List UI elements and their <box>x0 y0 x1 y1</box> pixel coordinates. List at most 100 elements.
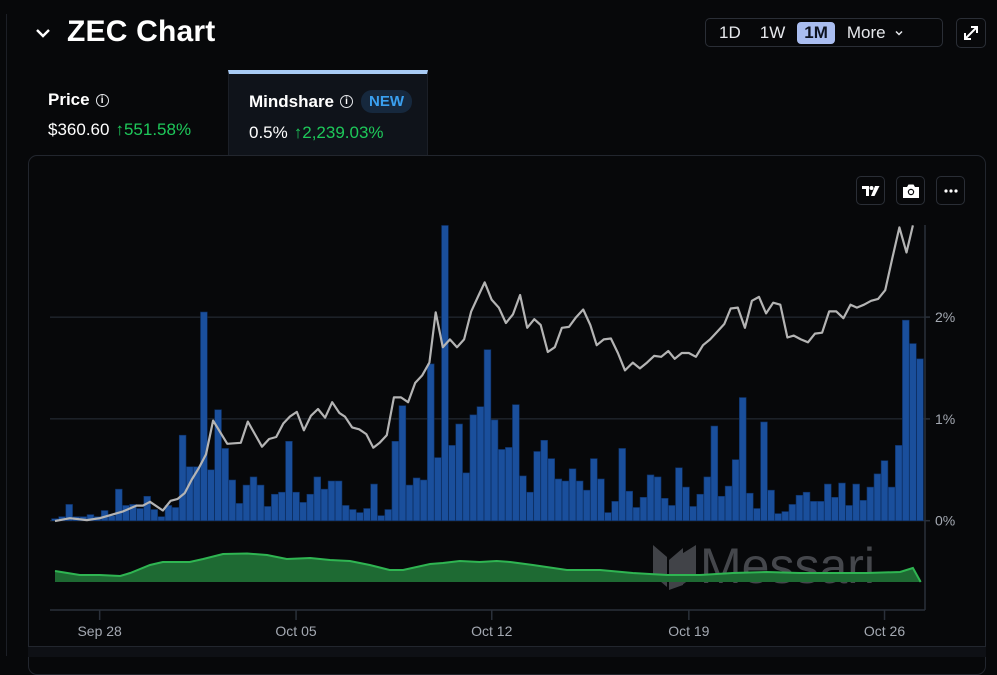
mindshare-bar <box>171 507 180 522</box>
mindshare-bar <box>838 482 846 521</box>
mindshare-bar <box>526 491 534 522</box>
mindshare-bar <box>249 476 258 521</box>
mindshare-bar <box>824 483 832 522</box>
mindshare-bar <box>497 449 506 522</box>
mindshare-bar <box>292 491 300 522</box>
timeframe-1w[interactable]: 1W <box>759 22 786 42</box>
mindshare-bar <box>441 225 449 521</box>
arrow-up-icon: ↑ <box>293 123 303 142</box>
mindshare-bar <box>788 504 797 521</box>
mindshare-bar <box>256 484 265 522</box>
x-tick-label: Oct 05 <box>275 623 316 639</box>
mindshare-bar <box>391 440 400 521</box>
mindshare-bar <box>802 491 811 522</box>
screenshot-button[interactable] <box>896 176 925 205</box>
mindshare-bar <box>469 414 478 522</box>
mindshare-bar <box>859 500 867 521</box>
mindshare-bar <box>583 489 591 522</box>
y-tick-label: 0% <box>935 513 955 529</box>
mindshare-bar <box>334 480 343 521</box>
info-icon[interactable]: i <box>340 95 354 108</box>
mindshare-bar <box>689 506 697 521</box>
mindshare-bar <box>604 512 612 522</box>
mindshare-bar <box>781 511 789 521</box>
mindshare-bar <box>760 421 768 522</box>
mindshare-bar <box>902 319 910 521</box>
mindshare-bar <box>377 515 385 521</box>
price-label: Price <box>48 90 90 109</box>
mindshare-bar <box>561 480 570 521</box>
mindshare-bar <box>455 423 463 521</box>
mindshare-bar <box>909 343 917 521</box>
mindshare-bar <box>540 439 548 522</box>
tab-price[interactable]: Price i $360.60 ↑551.58% <box>28 70 228 156</box>
mindshare-bar <box>505 447 513 521</box>
mindshare-bar <box>625 490 633 522</box>
mindshare-bar <box>320 488 329 521</box>
mindshare-bar <box>653 476 662 521</box>
expand-button[interactable] <box>956 18 986 48</box>
expand-icon <box>964 26 978 40</box>
mindshare-bar <box>228 479 236 522</box>
tab-mindshare[interactable]: Mindshare i NEW 0.5% ↑2,239.03% <box>228 70 428 156</box>
timeframe-1m[interactable]: 1M <box>797 21 835 44</box>
mindshare-bar <box>746 492 754 521</box>
mindshare-chart: Messari 0% 1% 2% Sep 28 Oct 05 Oct 12 Oct 19 Oc… <box>50 225 955 639</box>
mindshare-bar <box>150 509 158 522</box>
more-dots-icon <box>943 188 958 193</box>
mindshare-bar <box>349 509 357 522</box>
mindshare-bar <box>668 505 676 521</box>
mindshare-value: 0.5% <box>249 123 288 142</box>
mindshare-bar <box>533 451 541 522</box>
mindshare-bar <box>575 480 584 521</box>
mindshare-bar <box>327 480 336 521</box>
arrow-up-icon: ↑ <box>115 120 124 139</box>
mindshare-bar <box>200 311 208 522</box>
mindshare-bar <box>547 458 556 521</box>
mindshare-bar <box>448 445 456 522</box>
mindshare-bar <box>242 484 251 522</box>
mindshare-bar <box>696 493 704 521</box>
mindshare-change: 2,239.03% <box>302 123 384 142</box>
messari-logo-icon <box>653 545 696 590</box>
mindshare-bar <box>398 405 407 521</box>
left-divider <box>6 14 7 656</box>
mindshare-bar <box>405 484 414 522</box>
camera-icon <box>902 184 919 198</box>
mindshare-bar <box>887 486 896 521</box>
mindshare-bar <box>490 419 499 521</box>
mindshare-bar <box>65 504 73 521</box>
mindshare-bar <box>235 503 244 522</box>
mindshare-bar <box>611 501 619 522</box>
mindshare-bar <box>263 506 272 521</box>
mindshare-bar <box>143 495 151 522</box>
mindshare-bar <box>370 483 378 522</box>
tradingview-button[interactable] <box>856 176 885 205</box>
mindshare-bar <box>313 476 322 521</box>
price-change: 551.58% <box>123 120 192 139</box>
timeframe-more-dropdown[interactable]: More <box>840 22 911 44</box>
mindshare-bar <box>590 458 598 521</box>
x-tick-label: Oct 19 <box>668 623 709 639</box>
mindshare-bar <box>157 516 166 521</box>
mindshare-bar <box>554 478 563 522</box>
mindshare-bar <box>186 466 194 522</box>
mindshare-bar <box>845 505 853 521</box>
mindshare-bar <box>753 508 761 522</box>
collapse-button[interactable] <box>34 24 52 42</box>
mindshare-bar <box>299 502 307 522</box>
mindshare-bar <box>597 478 605 522</box>
mindshare-bar <box>661 498 669 521</box>
more-options-button[interactable] <box>936 176 965 205</box>
mindshare-bar <box>207 469 215 521</box>
tradingview-icon <box>861 185 879 196</box>
x-tick-label: Oct 12 <box>471 623 512 639</box>
mindshare-bar <box>568 468 577 522</box>
mindshare-bar <box>434 457 442 522</box>
timeframe-1d[interactable]: 1D <box>719 22 741 42</box>
mindshare-bar <box>278 491 286 522</box>
mindshare-bar <box>476 406 485 521</box>
mindshare-bar <box>419 479 428 522</box>
mindshare-bar <box>462 472 470 522</box>
info-icon[interactable]: i <box>95 93 109 107</box>
